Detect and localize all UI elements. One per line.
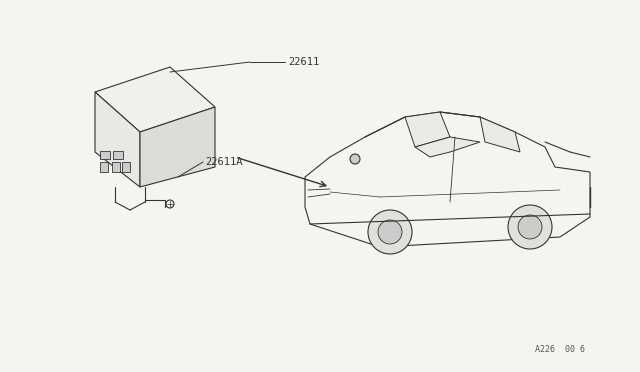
Text: 22611A: 22611A: [205, 157, 243, 167]
Polygon shape: [405, 112, 450, 147]
Circle shape: [518, 215, 542, 239]
Circle shape: [508, 205, 552, 249]
FancyBboxPatch shape: [100, 151, 110, 159]
FancyBboxPatch shape: [100, 162, 108, 172]
Polygon shape: [480, 117, 520, 152]
Polygon shape: [95, 67, 215, 132]
Circle shape: [368, 210, 412, 254]
Polygon shape: [140, 107, 215, 187]
Polygon shape: [95, 92, 140, 187]
Polygon shape: [415, 137, 480, 157]
FancyBboxPatch shape: [113, 151, 123, 159]
Circle shape: [350, 154, 360, 164]
Text: A226  00 6: A226 00 6: [535, 345, 585, 354]
Circle shape: [378, 220, 402, 244]
Polygon shape: [305, 112, 590, 247]
Text: 22611: 22611: [288, 57, 319, 67]
FancyBboxPatch shape: [112, 162, 120, 172]
FancyBboxPatch shape: [122, 162, 130, 172]
